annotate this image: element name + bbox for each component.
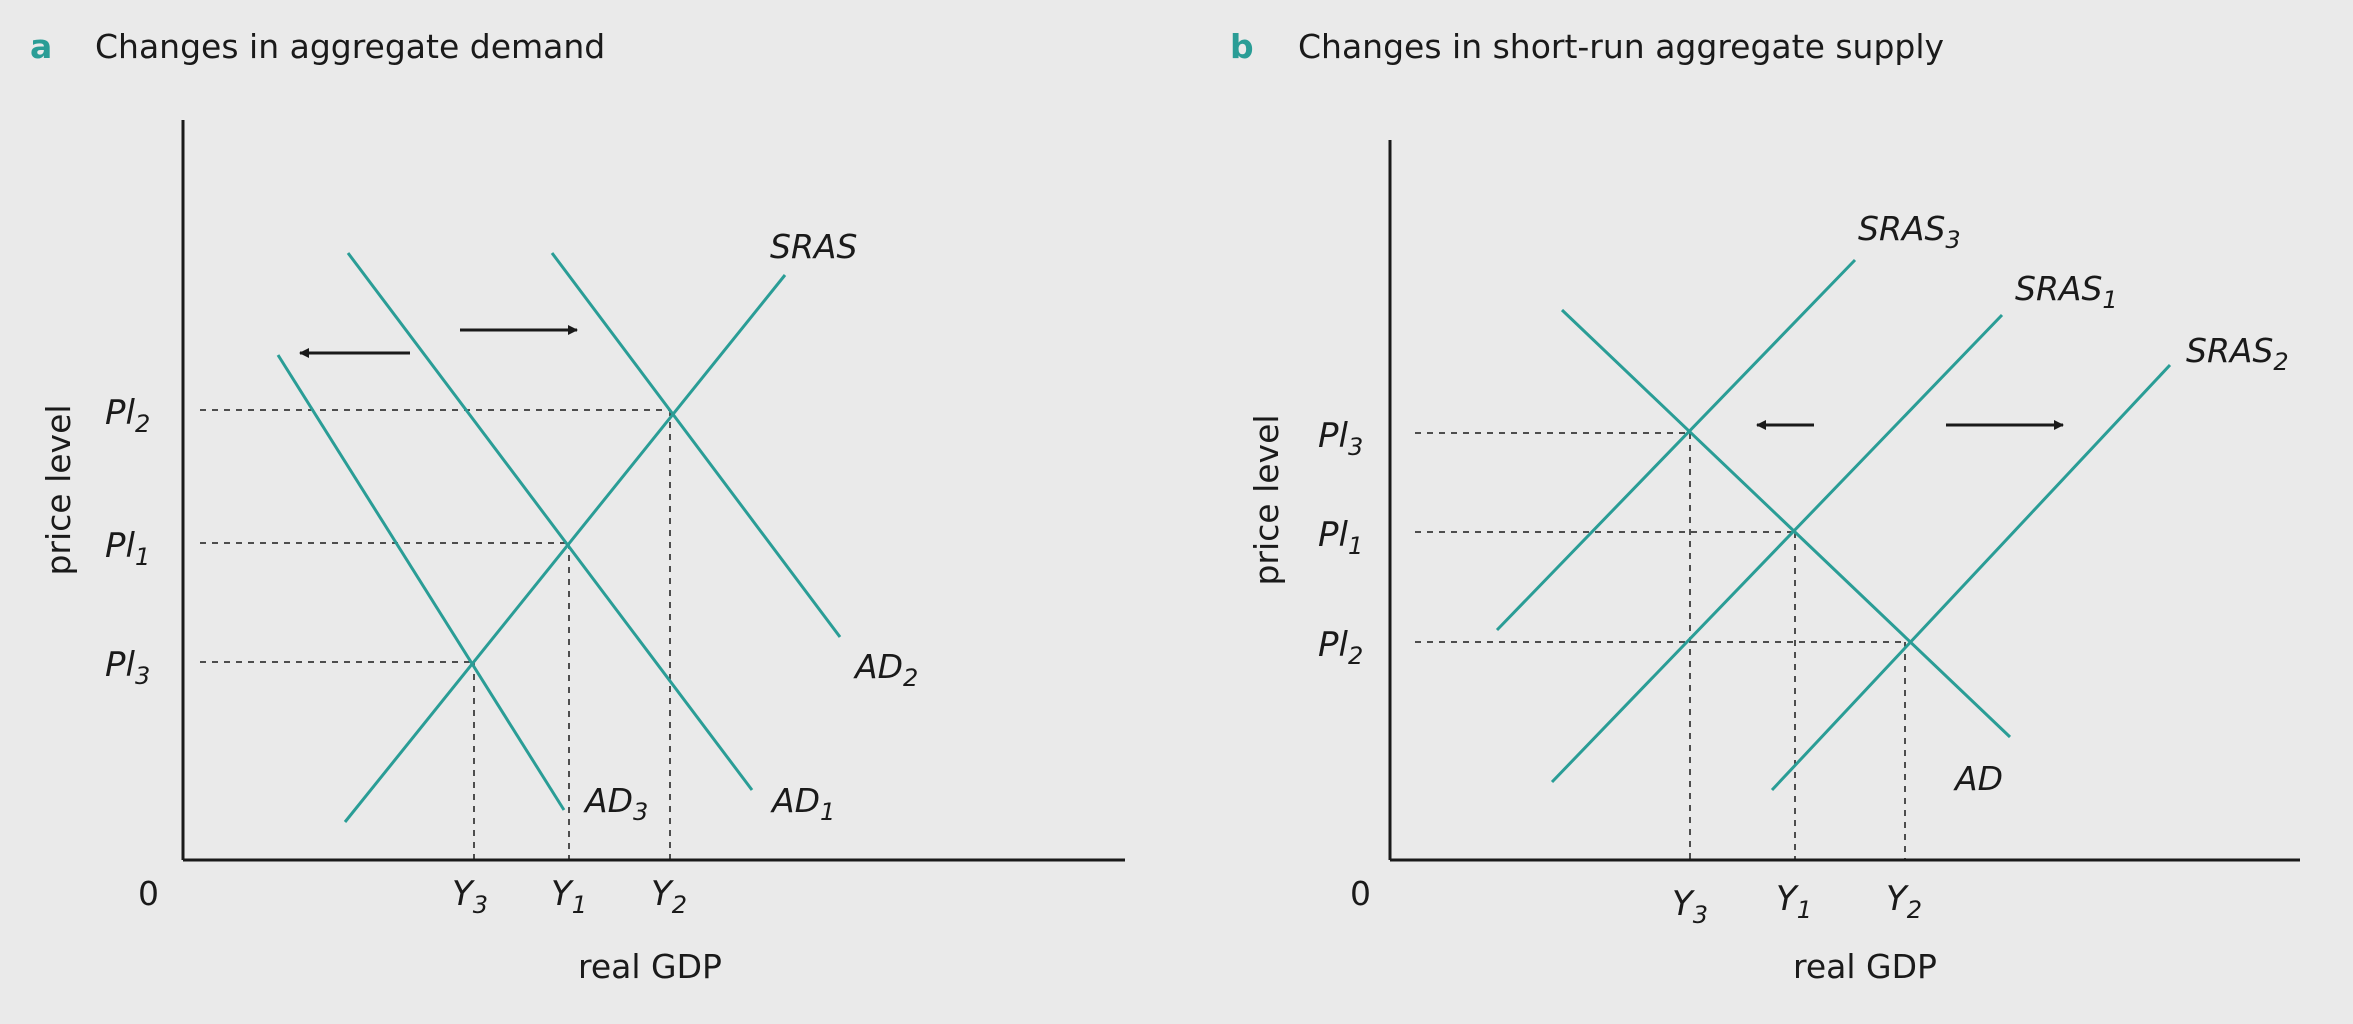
panel-a-ad1-line [346, 252, 754, 791]
panel-b-label: b [1230, 27, 1254, 66]
panel-a-ad3-label: AD3 [583, 781, 648, 826]
panel-a: a Changes in aggregate demand price leve… [30, 27, 1125, 986]
panel-b: b Changes in short-run aggregate supply … [1230, 27, 2300, 986]
panel-b-ytick-2: Pl1 [1318, 515, 1363, 560]
panel-a-xlabel: real GDP [578, 947, 722, 986]
panel-a-ylabel: price level [39, 404, 78, 575]
panel-b-curves [1495, 258, 2172, 792]
panel-a-sras-line [343, 274, 787, 823]
panel-a-ad3-line [276, 354, 566, 811]
panel-b-sras1-line [1550, 313, 2004, 784]
panel-a-xtick-1: Y3 [452, 874, 488, 919]
panel-a-guides [200, 409, 671, 860]
panel-b-sras2-line [1770, 363, 2172, 792]
panel-b-sras3-line [1495, 258, 1857, 632]
panel-b-origin: 0 [1350, 874, 1371, 913]
panel-b-xtick-3: Y2 [1886, 879, 1922, 924]
panel-a-ytick-2: Pl1 [105, 526, 150, 571]
panel-b-sras3-label: SRAS3 [1858, 209, 1961, 254]
panel-a-xtick-3: Y2 [651, 874, 687, 919]
panel-b-sras2-label: SRAS2 [2186, 331, 2289, 376]
panel-a-origin: 0 [138, 874, 159, 913]
panel-a-sras-label: SRAS [770, 227, 857, 266]
panel-a-ytick-3: Pl3 [105, 645, 150, 690]
panel-b-ylabel: price level [1247, 414, 1286, 585]
panel-b-ytick-1: Pl3 [1318, 416, 1363, 461]
panel-a-ad1-label: AD1 [770, 781, 835, 826]
panel-a-ad2-line [550, 252, 842, 638]
panel-b-ad-label: AD [1953, 759, 2003, 798]
panel-b-xtick-2: Y1 [1776, 879, 1812, 924]
panel-b-ytick-3: Pl2 [1318, 625, 1363, 670]
panel-b-title: Changes in short-run aggregate supply [1298, 27, 1944, 66]
panel-b-xtick-1: Y3 [1672, 884, 1708, 929]
panel-b-sras1-label: SRAS1 [2015, 269, 2118, 314]
panel-b-guides [1415, 432, 1906, 860]
panel-b-xlabel: real GDP [1793, 947, 1937, 986]
panel-a-ytick-1: Pl2 [105, 393, 150, 438]
panel-b-ad-line [1560, 308, 2012, 739]
panel-a-curves [276, 252, 842, 823]
panel-a-label: a [30, 27, 52, 66]
panel-a-xtick-2: Y1 [551, 874, 587, 919]
panel-a-ad2-label: AD2 [853, 647, 918, 692]
panel-a-title: Changes in aggregate demand [95, 27, 605, 66]
